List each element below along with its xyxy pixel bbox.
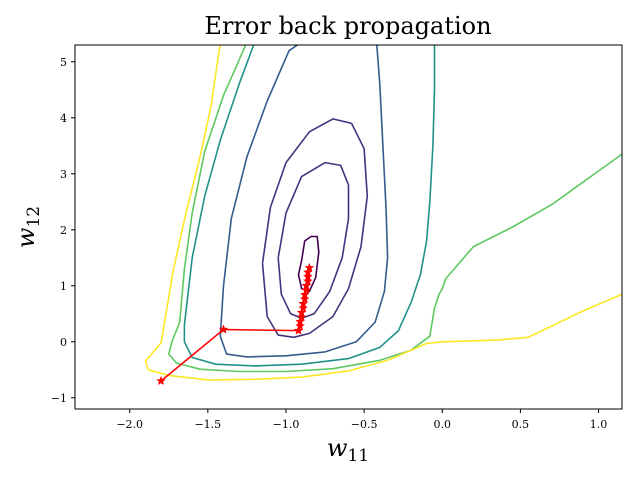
descent-path-point-11 (301, 285, 312, 295)
contour-line-level-3-2 (261, 118, 369, 339)
descent-path-point-7 (298, 302, 309, 313)
x-axis-label-sub: 11 (347, 446, 369, 466)
contour-line-level-2-1 (277, 161, 350, 320)
x-tick-label: −1.5 (194, 418, 221, 431)
contour-line-level-5-5 (183, 45, 255, 326)
y-axis-ticks: −1 0 1 2 3 4 5 (51, 56, 75, 405)
y-tick-label: 3 (60, 168, 67, 181)
contour-line-level-6-8 (168, 153, 622, 373)
descent-path-point-13 (302, 276, 313, 286)
contour-lines (144, 45, 622, 381)
descent-path-point-0 (156, 375, 166, 386)
x-axis-label-main: w (327, 434, 348, 462)
y-axis-label-sub: 12 (24, 206, 44, 228)
descent-path-point-1 (218, 324, 229, 334)
x-tick-label: 0.5 (512, 418, 530, 431)
x-tick-label: 1.0 (590, 418, 608, 431)
y-axis-label: w12 (12, 206, 44, 248)
y-tick-label: 4 (60, 112, 67, 125)
y-tick-label: 1 (60, 280, 67, 293)
contour-line-level-7-9 (144, 45, 221, 362)
contour-line-level-5-6 (183, 45, 436, 367)
contour-line-level-4-4 (219, 45, 389, 358)
descent-path-point-5 (296, 311, 307, 322)
descent-path-point-14 (302, 271, 313, 282)
x-tick-label: 0.0 (434, 418, 452, 431)
contour-line-level-7-10 (144, 293, 622, 381)
x-tick-label: −1.0 (273, 418, 300, 431)
y-tick-label: −1 (51, 392, 67, 405)
descent-path-point-16 (304, 262, 315, 273)
y-tick-label: 5 (60, 56, 67, 69)
plot-frame (74, 44, 623, 410)
y-tick-label: 0 (60, 336, 67, 349)
descent-path-point-9 (299, 294, 310, 304)
x-tick-label: −2.0 (116, 418, 143, 431)
x-tick-label: −0.5 (351, 418, 378, 431)
y-tick-label: 2 (60, 224, 67, 237)
descent-path-point-3 (295, 320, 305, 331)
x-axis-ticks: −2.0 −1.5 −1.0 −0.5 0.0 0.5 1.0 (116, 409, 607, 431)
chart-title: Error back propagation (204, 12, 491, 40)
contour-line-level-1-0 (297, 235, 320, 293)
x-axis-label: w11 (327, 434, 369, 466)
descent-path (156, 262, 315, 386)
contour-line-level-6-7 (171, 45, 247, 343)
contour-line-level-4-3 (222, 45, 299, 286)
y-axis-label-main: w (12, 227, 40, 248)
